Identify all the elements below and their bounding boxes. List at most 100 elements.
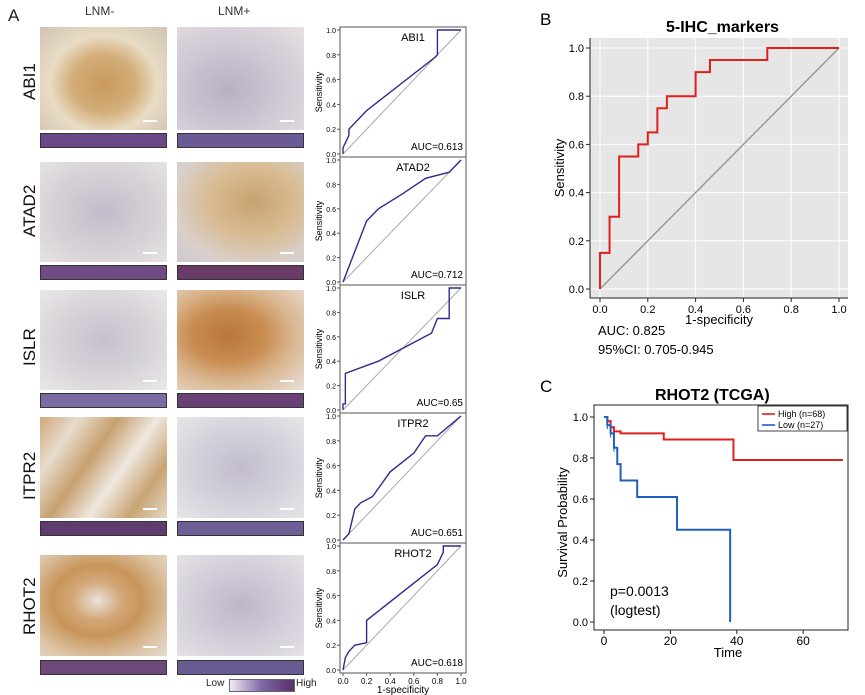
y-tick-label: 0.6 — [326, 335, 336, 342]
x-tick-label: 0.6 — [736, 304, 751, 316]
y-tick-label: 0.0 — [326, 152, 336, 159]
y-axis-label: Survival Probability — [555, 467, 570, 578]
y-axis-label: Sensitivity — [314, 200, 324, 241]
panel-c-letter: C — [540, 377, 552, 396]
roc-small-itpr2: ITPR2 AUC=0.651 0.0 0.2 0.4 0.6 0.8 1.0 Sensitiv… — [314, 412, 467, 545]
x-tick-label: 0.8 — [432, 677, 444, 686]
y-tick-label: 0.2 — [326, 127, 336, 134]
x-tick-label: 0.2 — [640, 304, 655, 316]
tissue-rhot2-lnm-neg — [40, 555, 167, 656]
y-axis-label: Sensitivity — [314, 71, 324, 112]
x-tick-label: 60 — [796, 634, 810, 648]
heat-strip-atad2-pos — [177, 265, 304, 280]
y-tick-label: 0.8 — [326, 182, 336, 189]
x-axis-label: 1-specificity — [377, 685, 429, 695]
y-tick-label: 0.6 — [326, 207, 336, 214]
y-tick-label: 0.4 — [326, 231, 336, 238]
y-axis-label: Sensitivity — [314, 587, 324, 628]
diagonal-line — [342, 159, 462, 283]
y-tick-label: 1.0 — [326, 414, 336, 421]
y-tick-label: 0.4 — [326, 488, 336, 495]
y-tick-label: 0.8 — [326, 310, 336, 317]
y-tick-label: 0.4 — [326, 359, 336, 366]
x-tick-label: 0.4 — [385, 677, 397, 686]
diagonal-line — [342, 545, 462, 671]
col-lnm-pos: LNM+ — [218, 4, 251, 18]
heat-strip-atad2-neg — [40, 265, 167, 280]
km-legend-box — [757, 405, 848, 432]
tissue-rhot2-lnm-pos — [177, 555, 304, 656]
roc-b-title: 5-IHC_markers — [666, 19, 779, 36]
y-tick-label: 0.6 — [573, 494, 588, 506]
diagonal-line — [342, 29, 462, 155]
tissue-islr-lnm-pos — [177, 290, 304, 390]
roc-curve — [342, 29, 461, 154]
km-test: (logtest) — [610, 602, 661, 618]
y-tick-label: 0.6 — [326, 464, 336, 471]
y-tick-label: 0.2 — [326, 384, 336, 391]
y-tick-label: 1.0 — [569, 43, 584, 55]
heat-strip-abi1-neg — [40, 133, 167, 148]
legend-label: Low (n=27) — [778, 420, 823, 430]
col-lnm-neg: LNM- — [85, 4, 115, 18]
y-tick-label: 0.2 — [573, 576, 588, 588]
panel-a-letter: A — [8, 6, 20, 25]
y-tick-label: 0.0 — [326, 408, 336, 415]
panel-b-letter: B — [540, 10, 551, 29]
km-curve-low — [604, 416, 732, 622]
heat-strip-rhot2-neg — [40, 660, 167, 675]
x-tick-label: 0.6 — [408, 677, 420, 686]
tissue-atad2-lnm-pos — [177, 162, 304, 262]
roc-b-curve — [599, 47, 839, 289]
x-tick-label: 0.0 — [337, 677, 349, 686]
y-tick-label: 0.0 — [569, 284, 584, 296]
y-tick-label: 0.2 — [326, 513, 336, 520]
km-curve-high — [604, 416, 843, 462]
y-tick-label: 0.8 — [326, 53, 336, 60]
roc-small-atad2: ATAD2 AUC=0.712 0.0 0.2 0.4 0.6 0.8 1.0 Sensitiv… — [314, 156, 467, 287]
roc-curve — [342, 159, 462, 283]
roc-curve — [342, 545, 461, 671]
roc-gene-label: ITPR2 — [397, 418, 428, 430]
roc-small-rhot2: RHOT2 AUC=0.618 0.0 0.2 0.4 0.6 0.8 1.0 Sensitiv… — [314, 542, 467, 675]
x-tick-label: 0.2 — [361, 677, 373, 686]
km-pvalue: p=0.0013 — [610, 583, 669, 599]
roc-auc-label: AUC=0.712 — [411, 270, 463, 281]
roc-curve — [342, 287, 461, 410]
y-tick-label: 0.6 — [326, 78, 336, 85]
tissue-abi1-lnm-pos — [177, 27, 304, 130]
heat-strip-itpr2-neg — [40, 521, 167, 536]
y-tick-label: 0.2 — [326, 256, 336, 263]
y-tick-label: 0.0 — [573, 617, 588, 629]
roc-auc-label: AUC=0.651 — [411, 528, 463, 539]
x-tick-label: 0.8 — [784, 304, 799, 316]
heat-strip-islr-neg — [40, 393, 167, 408]
roc-b-ci: 95%CI: 0.705-0.945 — [598, 342, 714, 357]
tissue-itpr2-lnm-neg — [40, 417, 167, 518]
y-tick-label: 0.6 — [326, 594, 336, 601]
x-tick-label: 20 — [664, 634, 678, 648]
diagonal-line — [342, 415, 462, 541]
roc-small-abi1: ABI1 AUC=0.613 0.0 0.2 0.4 0.6 0.8 1.0 Sensitivi… — [314, 26, 467, 159]
legend-gradient — [229, 679, 295, 692]
y-tick-label: 0.2 — [326, 643, 336, 650]
x-axis-label: Time — [714, 645, 742, 660]
diagonal-line — [599, 47, 840, 290]
y-tick-label: 0.4 — [326, 618, 336, 625]
tissue-atad2-lnm-neg — [40, 162, 167, 262]
x-tick-label: 0.4 — [688, 304, 703, 316]
y-axis-label: Sensitivity — [314, 328, 324, 369]
y-tick-label: 0.0 — [326, 538, 336, 545]
y-axis-label: Sensitivity — [314, 457, 324, 498]
y-tick-label: 0.4 — [326, 102, 336, 109]
km-title: RHOT2 (TCGA) — [655, 387, 770, 404]
y-tick-label: 1.0 — [573, 412, 588, 424]
heat-strip-islr-pos — [177, 393, 304, 408]
heat-strip-abi1-pos — [177, 133, 304, 148]
km-frame — [593, 404, 849, 631]
heat-strip-itpr2-pos — [177, 521, 304, 536]
y-tick-label: 1.0 — [326, 286, 336, 293]
roc-gene-label: ISLR — [401, 290, 426, 302]
x-tick-label: 1.0 — [831, 304, 846, 316]
